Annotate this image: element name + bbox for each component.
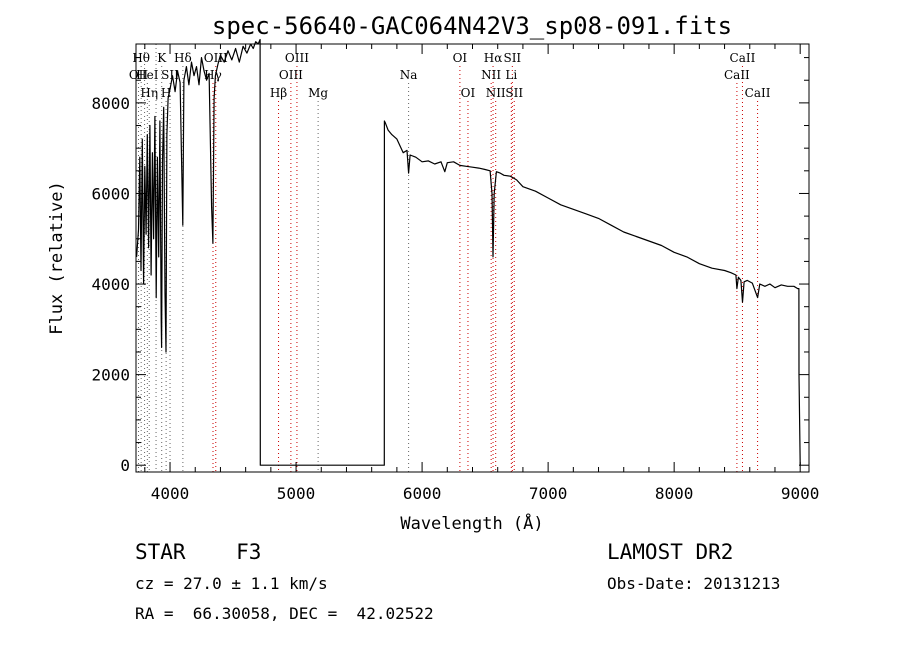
spectral-line-label: OI <box>461 86 476 100</box>
spectral-line-label: Li <box>505 68 517 82</box>
spectral-line-label: SII <box>161 68 179 82</box>
y-tick-label: 0 <box>120 456 130 475</box>
y-tick-label: 8000 <box>91 94 130 113</box>
spectrum-line <box>136 38 801 466</box>
x-tick-label: 7000 <box>529 484 568 503</box>
spectral-line-labels: OII Hθ HeI Hη K H SII Hδ Hγ OIII Hβ OIII OIII Mg Na OI O… <box>129 51 771 100</box>
spectral-line-label: OIII <box>279 68 303 82</box>
spectral-line-markers <box>138 44 759 472</box>
spectral-line-label: CaII <box>730 51 756 65</box>
survey-label: LAMOST DR2 <box>607 540 734 564</box>
x-tick-label: 8000 <box>655 484 694 503</box>
observation-date: Obs-Date: 20131213 <box>607 574 781 593</box>
spectral-line-label: NII <box>481 68 501 82</box>
spectral-line-label: SII <box>505 86 523 100</box>
spectral-line-label: HeI <box>136 68 159 82</box>
redshift-velocity: cz = 27.0 ± 1.1 km/s <box>135 574 328 593</box>
x-tick-label: 6000 <box>403 484 442 503</box>
spectral-line-label: OII <box>129 68 149 82</box>
spectral-line-label: Hη <box>140 86 158 100</box>
spectral-line-label: CaII <box>724 68 750 82</box>
y-tick-label: 6000 <box>91 184 130 203</box>
spectral-line-label: Hβ <box>270 86 287 100</box>
y-axis-label: Flux (relative) <box>47 181 67 335</box>
plot-frame <box>135 43 810 473</box>
spectral-line-label: K <box>157 51 167 65</box>
spectral-line-label: OI <box>453 51 468 65</box>
y-tick-label: 4000 <box>91 275 130 294</box>
spectral-line-label: Hδ <box>174 51 192 65</box>
spectral-line-label: Hγ <box>204 68 222 82</box>
spectral-line-label: Hθ <box>132 51 150 65</box>
chart-title: spec-56640-GAC064N42V3_sp08-091.fits <box>212 12 732 40</box>
y-tick-label: 2000 <box>91 366 130 385</box>
spectral-line-label: Na <box>400 68 418 82</box>
spectral-line-label: CaII <box>745 86 771 100</box>
x-axis-label: Wavelength (Å) <box>400 512 543 534</box>
spectrum-series <box>136 38 801 466</box>
spectral-line-label: OIII <box>285 51 309 65</box>
x-tick-label: 5000 <box>277 484 316 503</box>
spectral-line-label: Mg <box>308 86 328 100</box>
spectral-line-label: Hα <box>484 51 503 65</box>
spectral-line-label: NII <box>486 86 506 100</box>
axis-ticks: 4000 5000 6000 7000 8000 9000 0 2000 4000 6000 800… <box>91 44 819 503</box>
coordinates: RA = 66.30058, DEC = 42.02522 <box>135 604 434 623</box>
x-tick-label: 9000 <box>781 484 820 503</box>
spectral-line-label: SII <box>503 51 521 65</box>
object-class: STAR F3 <box>135 540 262 564</box>
spectral-line-label: OIII <box>204 51 228 65</box>
x-tick-label: 4000 <box>151 484 190 503</box>
spectral-line-label: H <box>161 86 171 100</box>
